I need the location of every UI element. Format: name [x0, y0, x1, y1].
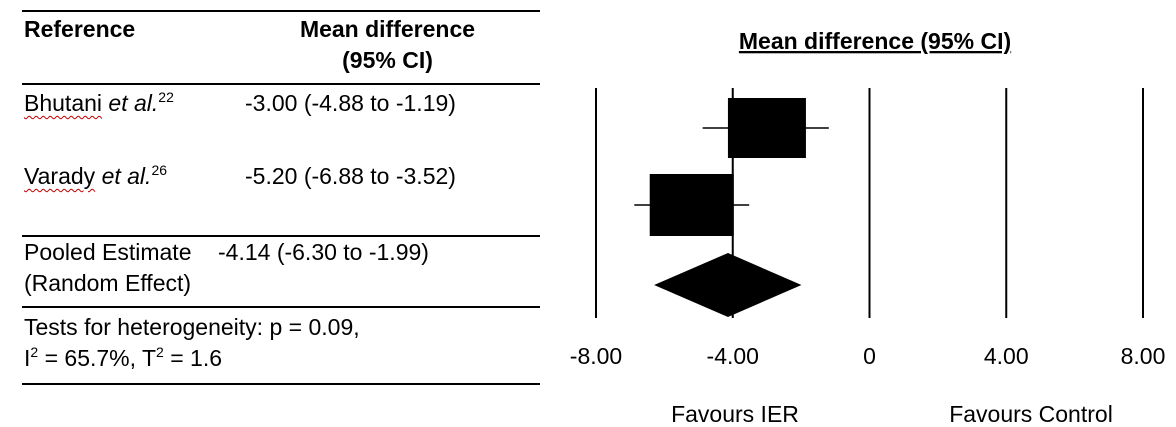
study-ref: 22 [158, 89, 174, 105]
column-header-ci: (95% CI) [342, 47, 433, 73]
forest-plot: Mean difference (95% CI) -8.00 -4.00 0 4.00… [570, 28, 1166, 427]
pooled-diamond [654, 253, 802, 317]
superscript-2: 2 [30, 344, 39, 360]
table-bottom-rule [22, 383, 540, 385]
heterogeneity-line1: Tests for heterogeneity: p = 0.09, [24, 314, 360, 340]
column-header-mean-difference: Mean difference [299, 16, 476, 42]
chart-title: Mean difference (95% CI) [739, 28, 1011, 54]
pooled-rule [22, 235, 540, 237]
pooled-estimate: -4.14 (-6.30 to -1.99) [218, 239, 429, 265]
i2-value: = 65.7%, T [44, 345, 157, 371]
t2-value: = 1.6 [170, 345, 223, 371]
study-etal: et al. [101, 163, 152, 189]
x-tick-label: 4.00 [984, 343, 1029, 369]
study-author: Bhutani [24, 90, 103, 116]
study-label-varady: Varady et al.26 [24, 161, 167, 191]
superscript-2: 2 [156, 344, 164, 360]
header-rule [22, 83, 540, 85]
table-top-rule [22, 10, 540, 12]
column-header-reference: Reference [24, 16, 136, 42]
study-estimate-varady: -5.20 (-6.88 to -3.52) [245, 163, 456, 189]
study-ref: 26 [151, 162, 168, 178]
study-label-bhutani: Bhutani et al.22 [24, 88, 174, 118]
study-author: Varady [24, 163, 96, 189]
i2-label: I [24, 345, 31, 371]
study-estimate-bhutani: -3.00 (-4.88 to -1.19) [245, 90, 456, 116]
heterogeneity-line2: I2 = 65.7%, T2 = 1.6 [24, 343, 222, 373]
heterogeneity-rule [22, 306, 540, 308]
x-tick-label: -4.00 [707, 343, 759, 369]
x-tick-label: -8.00 [570, 343, 622, 369]
tick-labels: -8.00 -4.00 0 4.00 8.00 [570, 343, 1166, 369]
pooled-label-line2: (Random Effect) [24, 270, 192, 296]
pooled-label-line1: Pooled Estimate [24, 239, 192, 265]
study-box [649, 174, 734, 236]
favours-left-label: Favours IER [671, 401, 799, 427]
x-tick-label: 8.00 [1121, 343, 1166, 369]
study-etal: et al. [108, 90, 159, 116]
x-tick-label: 0 [863, 343, 876, 369]
study-marks [634, 98, 829, 317]
study-box [727, 98, 806, 158]
favours-right-label: Favours Control [949, 401, 1113, 427]
